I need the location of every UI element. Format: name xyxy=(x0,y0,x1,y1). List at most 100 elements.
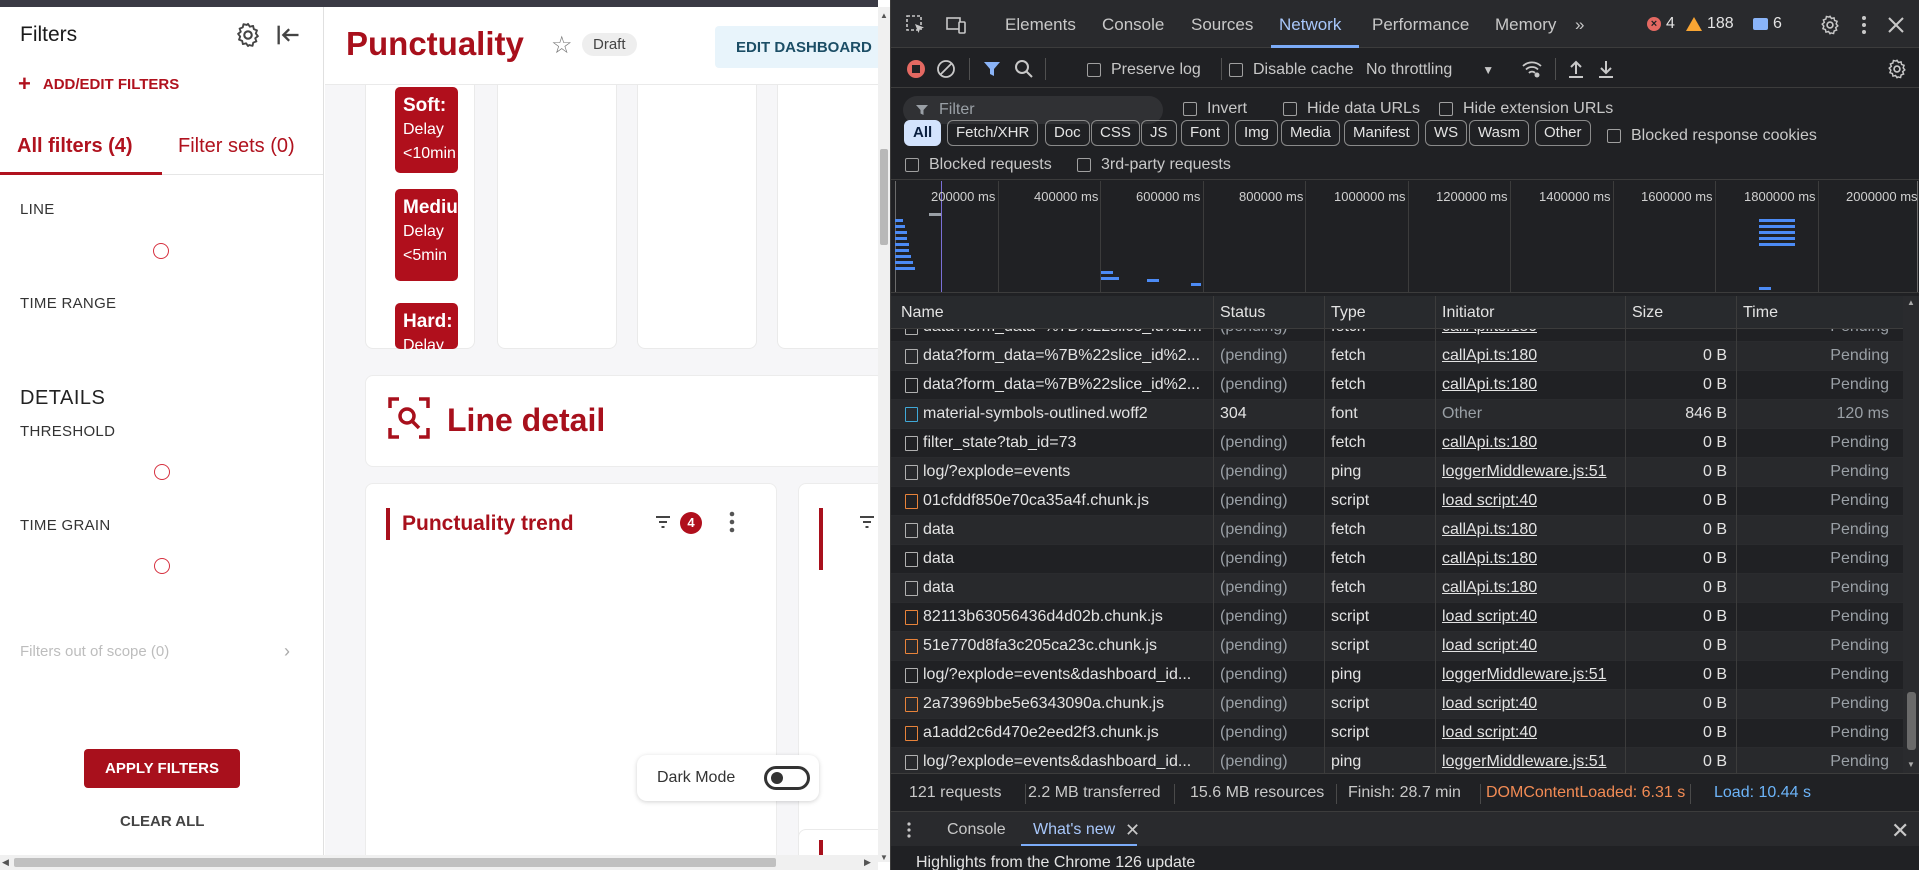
record-stop-icon[interactable] xyxy=(905,58,927,80)
table-row[interactable]: log/?explode=events&dashboard_id... (pend… xyxy=(891,748,1903,773)
page-vertical-scrollbar[interactable]: ▲ ▼ xyxy=(878,7,890,862)
type-filter-img[interactable]: Img xyxy=(1235,120,1279,146)
tab-performance[interactable]: Performance xyxy=(1372,15,1470,34)
settings-gear-icon[interactable] xyxy=(1819,14,1841,36)
filter-icon[interactable] xyxy=(653,512,673,532)
type-filter-all[interactable]: All xyxy=(904,120,942,146)
type-filter-js[interactable]: JS xyxy=(1141,120,1177,146)
scroll-down-arrow-icon[interactable]: ▼ xyxy=(880,853,888,862)
column-separator[interactable] xyxy=(1736,296,1737,329)
tab-all-filters[interactable]: All filters (4) xyxy=(17,135,133,157)
scroll-up-arrow-icon[interactable]: ▲ xyxy=(1907,298,1915,307)
table-row[interactable]: filter_state?tab_id=73 (pending) fetch call… xyxy=(891,429,1903,458)
scroll-down-arrow-icon[interactable]: ▼ xyxy=(1907,760,1915,769)
column-type[interactable]: Type xyxy=(1331,304,1366,321)
network-conditions-wifi-icon[interactable] xyxy=(1521,58,1543,80)
table-row[interactable]: data?form_data=%7B%22slice_id%2… (pending… xyxy=(891,329,1903,342)
preserve-log-checkbox[interactable]: Preserve log xyxy=(1087,61,1201,79)
add-edit-filters-button[interactable]: + ADD/EDIT FILTERS xyxy=(18,73,179,95)
scroll-up-arrow-icon[interactable]: ▲ xyxy=(880,11,888,20)
column-separator[interactable] xyxy=(1213,296,1214,329)
request-initiator[interactable]: loggerMiddleware.js:51 xyxy=(1442,463,1607,480)
filter-input[interactable]: Filter xyxy=(903,96,1163,124)
blocked-response-cookies-checkbox[interactable]: Blocked response cookies xyxy=(1607,127,1817,145)
column-separator[interactable] xyxy=(1324,296,1325,329)
table-row[interactable]: 01cfddf850e70ca35a4f.chunk.js (pending) sc… xyxy=(891,487,1903,516)
column-size[interactable]: Size xyxy=(1632,304,1664,321)
drawer-tab-whats-new[interactable]: What's new xyxy=(1033,821,1116,838)
type-filter-fetch-xhr[interactable]: Fetch/XHR xyxy=(947,120,1039,146)
gear-icon[interactable] xyxy=(234,21,262,49)
request-initiator[interactable]: load script:40 xyxy=(1442,637,1538,654)
tab-memory[interactable]: Memory xyxy=(1495,15,1557,34)
more-options-icon[interactable] xyxy=(729,510,735,534)
request-initiator[interactable]: callApi.ts:180 xyxy=(1442,521,1538,538)
hide-data-urls-checkbox[interactable]: Hide data URLs xyxy=(1283,100,1420,118)
apply-filters-button[interactable]: APPLY FILTERS xyxy=(84,749,240,788)
type-filter-other[interactable]: Other xyxy=(1535,120,1591,146)
request-initiator[interactable]: load script:40 xyxy=(1442,695,1538,712)
messages-badge[interactable]: 6 xyxy=(1753,15,1782,33)
hide-extension-urls-checkbox[interactable]: Hide extension URLs xyxy=(1439,100,1613,118)
type-filter-css[interactable]: CSS xyxy=(1091,120,1140,146)
type-filter-wasm[interactable]: Wasm xyxy=(1469,120,1529,146)
request-initiator[interactable]: loggerMiddleware.js:51 xyxy=(1442,666,1607,683)
table-row[interactable]: 51e770d8fa3c205ca23c.chunk.js (pending) sc… xyxy=(891,632,1903,661)
clear-all-button[interactable]: CLEAR ALL xyxy=(120,813,205,830)
network-table-scrollbar[interactable]: ▲ ▼ xyxy=(1903,296,1919,773)
column-time[interactable]: Time xyxy=(1743,304,1778,321)
device-toolbar-icon[interactable] xyxy=(945,14,967,36)
checkbox-box[interactable] xyxy=(1283,102,1297,116)
checkbox-box[interactable] xyxy=(1607,129,1621,143)
table-row[interactable]: log/?explode=events (pending) ping loggerMi… xyxy=(891,458,1903,487)
close-devtools-icon[interactable] xyxy=(1885,14,1907,36)
inspect-element-icon[interactable] xyxy=(905,14,927,36)
scrollbar-thumb[interactable] xyxy=(1907,692,1916,750)
star-icon[interactable]: ☆ xyxy=(551,32,573,59)
drawer-menu-kebab-icon[interactable] xyxy=(907,822,911,838)
scroll-right-arrow-icon[interactable]: ▶ xyxy=(864,857,871,867)
network-overview-timeline[interactable]: 200000 ms 400000 ms 600000 ms 800000 ms … xyxy=(891,181,1919,293)
network-settings-gear-icon[interactable] xyxy=(1886,58,1908,80)
more-tabs-icon[interactable]: » xyxy=(1575,15,1585,34)
drawer-tab-console[interactable]: Console xyxy=(947,821,1006,838)
request-initiator[interactable]: loggerMiddleware.js:51 xyxy=(1442,753,1607,770)
blocked-requests-checkbox[interactable]: Blocked requests xyxy=(905,156,1052,174)
type-filter-doc[interactable]: Doc xyxy=(1045,120,1090,146)
tab-console[interactable]: Console xyxy=(1102,15,1165,34)
table-row[interactable]: data (pending) fetch callApi.ts:180 0 B Pendi… xyxy=(891,545,1903,574)
table-row[interactable]: 2a73969bbe5e6343090a.chunk.js (pending) sc… xyxy=(891,690,1903,719)
customize-kebab-icon[interactable] xyxy=(1853,14,1875,36)
errors-badge[interactable]: × 4 xyxy=(1647,15,1675,33)
checkbox-box[interactable] xyxy=(1077,158,1091,172)
type-filter-manifest[interactable]: Manifest xyxy=(1344,120,1419,146)
throttling-select[interactable]: No throttling ▼ xyxy=(1366,61,1494,79)
dark-mode-toggle[interactable] xyxy=(764,766,810,790)
request-initiator[interactable]: callApi.ts:180 xyxy=(1442,434,1538,451)
column-separator[interactable] xyxy=(1435,296,1436,329)
table-row[interactable]: data (pending) fetch callApi.ts:180 0 B Pendi… xyxy=(891,574,1903,603)
page-horizontal-scrollbar[interactable]: ◀ ▶ xyxy=(0,855,878,870)
table-row[interactable]: data (pending) fetch callApi.ts:180 0 B Pendi… xyxy=(891,516,1903,545)
table-row[interactable]: log/?explode=events&dashboard_id... (pend… xyxy=(891,661,1903,690)
request-initiator[interactable]: callApi.ts:180 xyxy=(1442,329,1537,336)
checkbox-box[interactable] xyxy=(1229,63,1243,77)
applied-filters-count-badge[interactable]: 4 xyxy=(680,512,702,534)
table-row[interactable]: a1add2c6d470e2eed2f3.chunk.js (pending) sc… xyxy=(891,719,1903,748)
type-filter-media[interactable]: Media xyxy=(1281,120,1340,146)
checkbox-box[interactable] xyxy=(1183,102,1197,116)
request-initiator[interactable]: callApi.ts:180 xyxy=(1442,579,1538,596)
tab-elements[interactable]: Elements xyxy=(1005,15,1076,34)
scrollbar-thumb[interactable] xyxy=(14,858,776,867)
request-initiator[interactable]: callApi.ts:180 xyxy=(1442,550,1538,567)
checkbox-box[interactable] xyxy=(1439,102,1453,116)
filter-funnel-icon[interactable] xyxy=(981,58,1003,80)
table-row[interactable]: material-symbols-outlined.woff2 304 font Ot… xyxy=(891,400,1903,429)
scrollbar-thumb[interactable] xyxy=(880,149,888,245)
request-initiator[interactable]: callApi.ts:180 xyxy=(1442,376,1538,393)
column-separator[interactable] xyxy=(1625,296,1626,329)
checkbox-box[interactable] xyxy=(1087,63,1101,77)
table-row[interactable]: data?form_data=%7B%22slice_id%2... (pendi… xyxy=(891,371,1903,400)
type-filter-font[interactable]: Font xyxy=(1181,120,1230,146)
column-status[interactable]: Status xyxy=(1220,304,1266,321)
